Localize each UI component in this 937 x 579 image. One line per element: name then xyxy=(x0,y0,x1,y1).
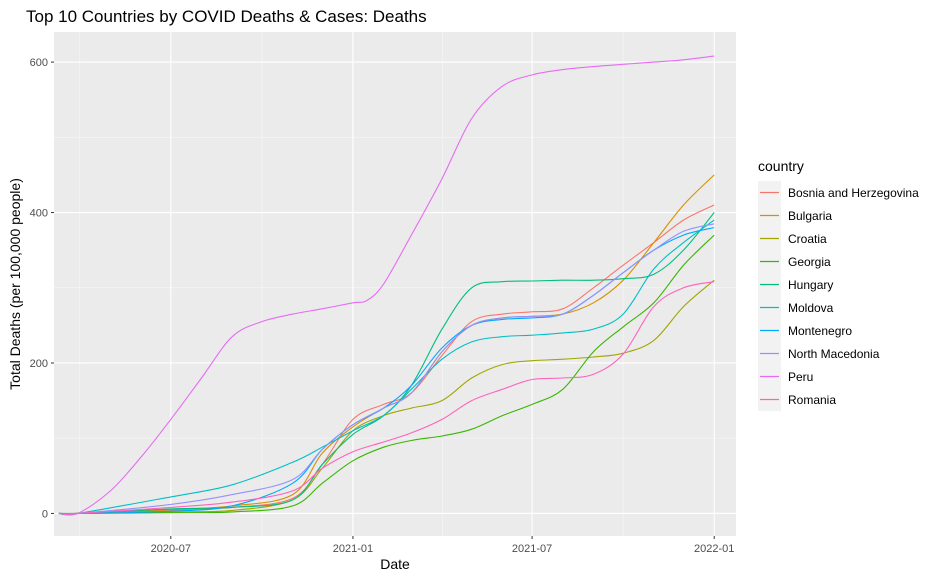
legend-label: Peru xyxy=(788,370,813,384)
x-tick-label: 2021-01 xyxy=(333,543,373,555)
legend-label: Hungary xyxy=(788,278,833,292)
legend-label: Romania xyxy=(788,393,836,407)
series-line-moldova xyxy=(58,219,715,516)
y-tick-label: 600 xyxy=(30,57,48,69)
y-tick-label: 0 xyxy=(42,508,48,520)
series-line-north-macedonia xyxy=(58,223,715,515)
x-tick-label: 2022-01 xyxy=(694,543,734,555)
legend-label: Moldova xyxy=(788,301,834,315)
y-axis-title: Total Deaths (per 100,000 people) xyxy=(7,178,23,390)
legend-label: Croatia xyxy=(788,232,827,246)
legend-label: North Macedonia xyxy=(788,347,880,361)
legend-label: Bulgaria xyxy=(788,209,832,223)
y-tick-label: 200 xyxy=(30,358,48,370)
y-axis-ticks: 0 200 400 600 xyxy=(30,57,54,520)
x-axis-title: Date xyxy=(380,556,410,572)
x-tick-label: 2020-07 xyxy=(151,543,191,555)
series-line-romania xyxy=(58,281,715,515)
series-line-peru xyxy=(58,55,715,516)
plot-panel xyxy=(54,32,736,536)
grid-minor xyxy=(54,32,736,536)
legend-label: Montenegro xyxy=(788,324,852,338)
legend-label: Bosnia and Herzegovina xyxy=(788,186,919,200)
series-lines xyxy=(58,55,715,516)
series-line-georgia xyxy=(58,234,715,515)
legend-label: Georgia xyxy=(788,255,831,269)
y-tick-label: 400 xyxy=(30,208,48,220)
x-tick-label: 2021-07 xyxy=(512,543,552,555)
series-line-hungary xyxy=(58,212,715,515)
legend-title: country xyxy=(758,158,804,174)
chart-title: Top 10 Countries by COVID Deaths & Cases… xyxy=(26,7,427,26)
x-axis-ticks: 2020-07 2021-01 2021-07 2022-01 xyxy=(151,536,734,555)
legend: country Bosnia and Herzegovina Bulgaria Cr… xyxy=(758,158,919,411)
